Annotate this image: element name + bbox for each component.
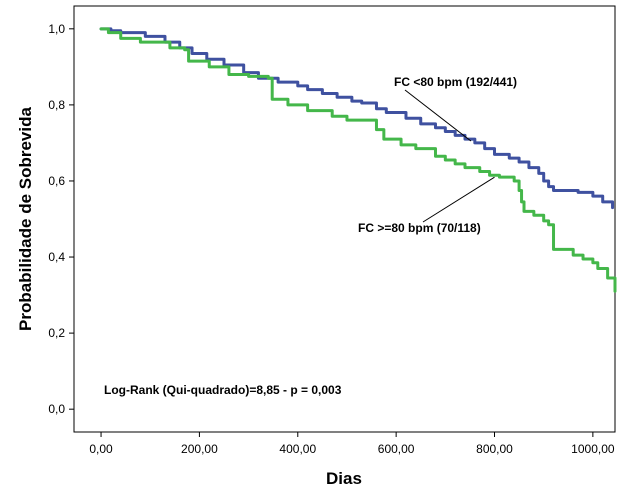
x-tick-label: 200,00 [181, 442, 218, 456]
y-tick-label: 0,0 [48, 402, 65, 416]
x-axis: 0,00 200,00 400,00 600,00 800,00 1000,00 [89, 432, 615, 456]
y-tick-label: 1,0 [48, 22, 65, 36]
series-layer [99, 27, 617, 293]
x-tick-label: 0,00 [89, 442, 113, 456]
logrank-note: Log-Rank (Qui-quadrado)=8,85 - p = 0,003 [104, 383, 342, 397]
annotation-layer: FC <80 bpm (192/441) FC >=80 bpm (70/118) [358, 75, 517, 235]
annotation-leader-0 [404, 89, 472, 142]
x-axis-title: Dias [326, 469, 362, 488]
annotation-label-0: FC <80 bpm (192/441) [394, 75, 517, 89]
y-tick-label: 0,2 [48, 326, 65, 340]
x-tick-label: 1000,00 [571, 442, 615, 456]
annotation-leader-1 [422, 176, 495, 223]
y-tick-label: 0,6 [48, 174, 65, 188]
x-tick-label: 800,00 [476, 442, 513, 456]
plot-area [73, 5, 616, 433]
x-tick-label: 400,00 [279, 442, 316, 456]
y-axis-title: Probabilidade de Sobrevida [16, 107, 35, 331]
y-tick-label: 0,8 [48, 98, 65, 112]
survival-curve-0 [99, 27, 615, 210]
annotation-label-1: FC >=80 bpm (70/118) [358, 221, 481, 235]
x-tick-label: 600,00 [378, 442, 415, 456]
y-axis: 0,0 0,2 0,4 0,6 0,8 1,0 [48, 22, 74, 416]
survival-curve-1 [99, 27, 617, 293]
y-tick-label: 0,4 [48, 250, 65, 264]
